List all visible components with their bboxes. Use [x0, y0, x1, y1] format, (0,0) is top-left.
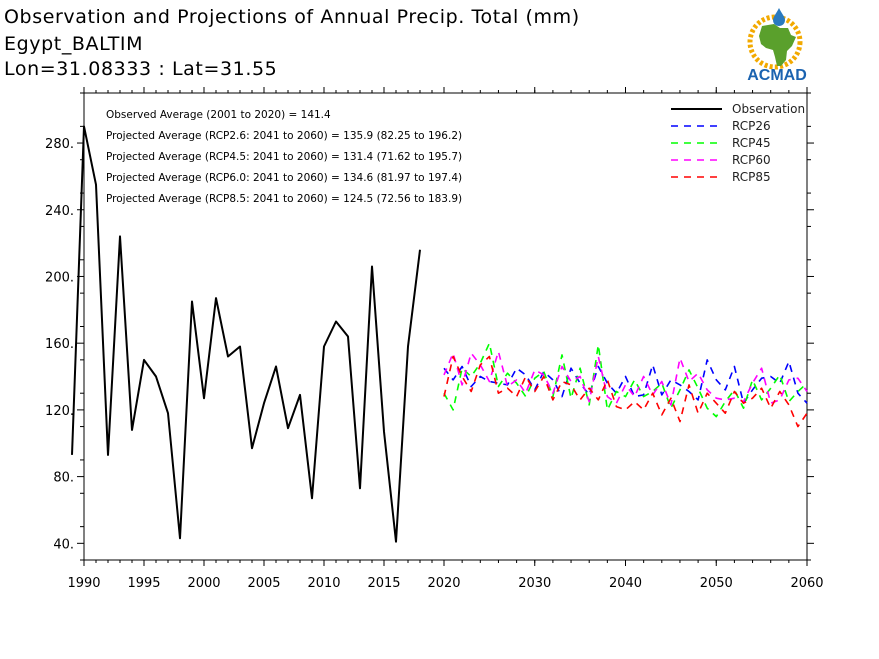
y-tick-label: 200. — [45, 270, 74, 285]
legend-label-rcp45: RCP45 — [732, 136, 771, 150]
series-line-observation — [71, 125, 421, 543]
x-tick-label: 1990 — [67, 576, 100, 591]
x-tick-label: 1995 — [127, 576, 160, 591]
series-line-rcp85 — [443, 355, 808, 428]
stat-line: Observed Average (2001 to 2020) = 141.4 — [106, 109, 331, 121]
x-axis-labels: 1990 1995 2000 2005 2010 2015 2020 2030 2040 2050… — [67, 576, 823, 591]
chart-subtitle-station: Egypt_BALTIM — [4, 33, 144, 55]
legend-label-rcp60: RCP60 — [732, 153, 771, 167]
x-tick-label: 2000 — [187, 576, 220, 591]
y-tick-label: 160. — [45, 337, 74, 352]
stat-line: Projected Average (RCP4.5: 2041 to 2060)… — [106, 151, 462, 163]
africa-map-icon — [759, 24, 796, 66]
x-tick-label: 2015 — [367, 576, 400, 591]
chart-subtitle-coordinates: Lon=31.08333 : Lat=31.55 — [4, 58, 278, 80]
legend-label-observation: Observation — [732, 102, 805, 116]
x-tick-label: 2020 — [427, 576, 460, 591]
stat-line: Projected Average (RCP8.5: 2041 to 2060)… — [106, 193, 462, 205]
x-tick-label: 2010 — [307, 576, 340, 591]
x-tick-label: 2030 — [518, 576, 551, 591]
chart-title: Observation and Projections of Annual Pr… — [4, 6, 580, 28]
x-tick-label: 2040 — [609, 576, 642, 591]
plot-border — [83, 92, 808, 561]
y-tick-label: 240. — [45, 204, 74, 219]
x-tick-label: 2060 — [790, 576, 823, 591]
stats-annotation: Observed Average (2001 to 2020) = 141.4 P… — [106, 109, 462, 205]
water-drop-icon — [773, 8, 785, 26]
logo-text: ACMAD — [747, 67, 807, 84]
series-lines — [71, 125, 808, 543]
y-tick-label: 80. — [53, 471, 74, 486]
y-tick-label: 280. — [45, 137, 74, 152]
legend-label-rcp85: RCP85 — [732, 170, 771, 184]
y-tick-label: 40. — [53, 537, 74, 552]
x-tick-label: 2050 — [700, 576, 733, 591]
axis-ticks — [77, 87, 814, 566]
x-tick-label: 2005 — [247, 576, 280, 591]
plot-frame — [83, 92, 808, 561]
acmad-logo: ACMAD — [747, 8, 807, 84]
y-tick-label: 120. — [45, 404, 74, 419]
legend-label-rcp26: RCP26 — [732, 119, 771, 133]
series-line-rcp45 — [443, 342, 808, 418]
y-axis-labels: 40. 80. 120. 160. 200. 240. 280. — [45, 137, 74, 552]
stat-line: Projected Average (RCP6.0: 2041 to 2060)… — [106, 172, 462, 184]
legend: Observation RCP26 RCP45 RCP60 RCP85 — [671, 102, 805, 184]
stat-line: Projected Average (RCP2.6: 2041 to 2060)… — [106, 130, 462, 142]
